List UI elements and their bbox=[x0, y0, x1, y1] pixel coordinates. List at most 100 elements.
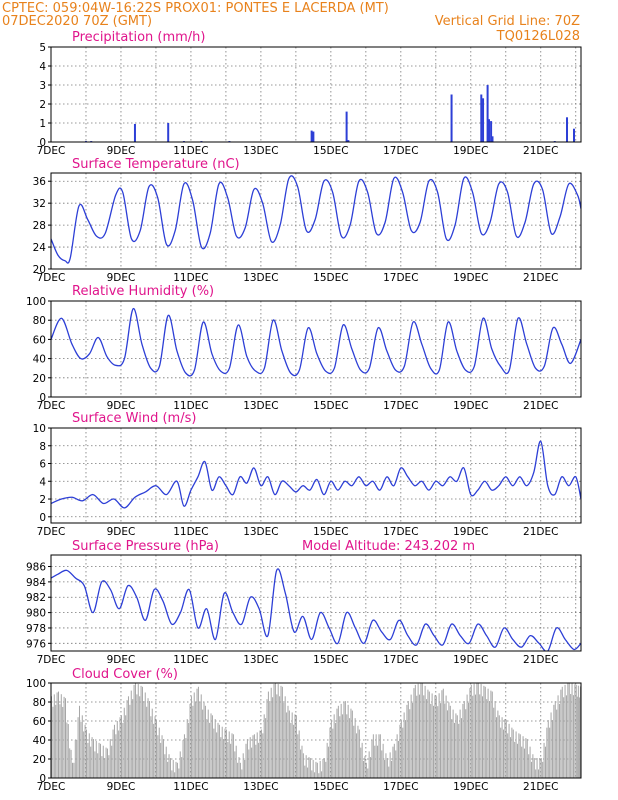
x-tick-label: 13DEC bbox=[243, 145, 278, 157]
cloud-bar bbox=[528, 754, 530, 778]
cloud-bar bbox=[424, 685, 426, 778]
x-tick-label: 11DEC bbox=[173, 781, 208, 793]
cloud-bar bbox=[354, 718, 356, 778]
cloud-bar bbox=[129, 704, 131, 778]
y-tick-label: 40 bbox=[33, 735, 46, 747]
cloud-bar bbox=[288, 710, 290, 778]
cloud-bar bbox=[358, 729, 360, 778]
panel-precip: 0 1 2 3 4 5 7DEC 9DEC 11DEC 13DEC 15DEC 17DEC 19DEC 2… bbox=[37, 30, 582, 157]
panel-cloud: 0 20 40 60 80 100 7DEC 9DEC 11DEC 13DEC 15DEC 17DEC… bbox=[26, 667, 582, 793]
x-tick-label: 21DEC bbox=[523, 400, 558, 412]
cloud-bar bbox=[440, 703, 442, 778]
precip-bar bbox=[566, 117, 569, 142]
cloud-bar bbox=[139, 696, 141, 778]
cloud-bar bbox=[505, 720, 507, 778]
cloud-bar bbox=[462, 703, 464, 778]
cloud-bar bbox=[76, 740, 78, 778]
cloud-bar bbox=[469, 688, 471, 778]
cloud-bar bbox=[434, 695, 436, 778]
cloud-bar bbox=[161, 735, 163, 778]
cloud-bar bbox=[220, 737, 222, 778]
y-tick-label: 5 bbox=[39, 42, 46, 54]
cloud-bar bbox=[370, 757, 372, 778]
cloud-bar bbox=[493, 707, 495, 778]
cloud-bar bbox=[456, 715, 458, 778]
cloud-bar bbox=[164, 754, 166, 778]
cloud-bar bbox=[283, 702, 285, 778]
cloud-bar bbox=[323, 758, 325, 778]
cloud-bar bbox=[563, 697, 565, 778]
cloud-bar bbox=[529, 746, 531, 778]
cloud-bar bbox=[498, 715, 500, 778]
cloud-bar bbox=[558, 703, 560, 778]
cloud-bar bbox=[157, 735, 159, 778]
x-tick-label: 19DEC bbox=[453, 781, 488, 793]
cloud-bar bbox=[521, 746, 523, 778]
cloud-bar bbox=[92, 739, 94, 778]
cloud-bar bbox=[448, 702, 450, 778]
cloud-bar bbox=[455, 713, 457, 778]
cloud-bar bbox=[83, 731, 85, 778]
cloud-bar bbox=[272, 697, 274, 778]
precip-bar bbox=[450, 94, 453, 142]
y-tick-label: 986 bbox=[26, 562, 46, 574]
cloud-bar bbox=[495, 717, 497, 778]
cloud-bar bbox=[59, 704, 61, 778]
cloud-bar bbox=[399, 724, 401, 778]
cloud-bar bbox=[322, 759, 324, 778]
cloud-bar bbox=[543, 742, 545, 778]
cloud-bar bbox=[526, 739, 528, 778]
cloud-bar bbox=[472, 695, 474, 778]
cloud-bar bbox=[234, 751, 236, 778]
cloud-bar bbox=[137, 683, 139, 778]
y-tick-label: 36 bbox=[33, 176, 47, 188]
cloud-bar bbox=[561, 686, 563, 778]
cloud-bar bbox=[382, 743, 384, 778]
cloud-bar bbox=[55, 704, 57, 778]
cloud-bar bbox=[57, 691, 59, 778]
cloud-bar bbox=[321, 771, 323, 778]
cloud-bar bbox=[481, 696, 483, 778]
cloud-bar bbox=[497, 710, 499, 778]
x-tick-label: 17DEC bbox=[383, 272, 418, 284]
x-tick-label: 21DEC bbox=[523, 781, 558, 793]
cloud-bar bbox=[158, 727, 160, 778]
x-tick-label: 15DEC bbox=[313, 145, 348, 157]
cloud-bar bbox=[556, 709, 558, 778]
panel-frame bbox=[50, 554, 582, 652]
precip-series bbox=[84, 85, 576, 142]
x-tick-label: 17DEC bbox=[383, 781, 418, 793]
precip-bar bbox=[491, 136, 494, 142]
cloud-bar bbox=[579, 686, 581, 778]
cloud-bar bbox=[470, 684, 472, 778]
cloud-bar bbox=[211, 715, 213, 778]
cloud-bar bbox=[67, 724, 69, 778]
cloud-bar bbox=[430, 703, 432, 778]
cloud-bar bbox=[262, 733, 264, 778]
cloud-bar bbox=[479, 694, 481, 778]
cloud-bar bbox=[567, 683, 569, 778]
cloud-bar bbox=[73, 762, 75, 778]
y-tick-label: 0 bbox=[39, 137, 46, 149]
cloud-bar bbox=[398, 740, 400, 778]
cloud-bar bbox=[350, 708, 352, 778]
cloud-bar bbox=[491, 691, 493, 778]
y-tick-label: 982 bbox=[26, 592, 46, 604]
cloud-bar bbox=[160, 742, 162, 778]
cloud-bar bbox=[113, 724, 115, 778]
y-tick-label: 6 bbox=[39, 459, 46, 471]
header-model: TQ0126L028 bbox=[496, 29, 580, 44]
cloud-bar bbox=[570, 694, 572, 778]
model-altitude: Model Altitude: 243.202 m bbox=[302, 539, 475, 554]
precip-bar bbox=[482, 98, 485, 142]
cloud-bar bbox=[449, 705, 451, 778]
cloud-bar bbox=[221, 726, 223, 778]
cloud-bar bbox=[293, 724, 295, 778]
cloud-bar bbox=[189, 703, 191, 778]
cloud-bar bbox=[406, 704, 408, 778]
cloud-bar bbox=[414, 684, 416, 778]
y-tick-label: 3 bbox=[39, 80, 46, 92]
cloud-bar bbox=[444, 703, 446, 778]
cloud-bar bbox=[319, 760, 321, 778]
